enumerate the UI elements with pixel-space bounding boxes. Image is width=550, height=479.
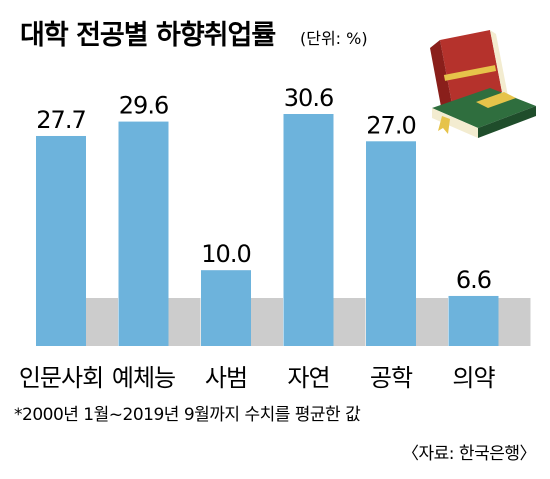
chart-unit: (단위: %) [300,29,368,48]
bar-5 [448,295,499,346]
category-label-2: 사범 [205,364,247,392]
category-label-0: 인문사회 [19,364,103,392]
source-credit: 〈자료: 한국은행〉 [402,444,536,464]
bar-4 [366,141,416,346]
bar-0 [36,135,86,346]
value-label-4: 27.0 [366,111,415,139]
category-label-3: 자연 [287,364,329,392]
bar-shadow [251,298,283,346]
red-book-band [443,65,497,81]
bookmark-ribbon [438,116,450,134]
bar-shadow [168,298,201,346]
green-book-label [476,92,516,108]
footnote: *2000년 1월~2019년 9월까지 수치를 평균한 값 [14,405,361,425]
chart-title: 대학 전공별 하향취업률 [20,20,275,51]
bar-shadow [416,298,448,346]
value-label-3: 30.6 [284,84,333,112]
value-label-2: 10.0 [201,240,250,268]
bar-shadow [498,298,531,346]
value-label-5: 6.6 [456,266,491,294]
bar-3 [283,114,334,346]
bar-1 [118,121,169,346]
category-label-4: 공학 [370,364,413,392]
red-book-pages [490,30,508,96]
value-label-1: 29.6 [119,92,168,120]
value-labels: 27.7 29.6 10.0 30.6 27.0 6.6 [36,84,492,294]
green-book-pages [432,108,478,138]
bar-shadow [86,298,118,346]
value-label-0: 27.7 [36,106,85,134]
category-label-1: 예체능 [112,364,175,392]
book-stack-icon [430,30,536,138]
red-book-spine [430,40,452,112]
green-book-side [478,106,536,138]
category-labels: 인문사회 예체능 사범 자연 공학 의약 [19,364,497,392]
bar-shadow [333,298,366,346]
red-book-cover [440,30,502,104]
category-label-5: 의약 [452,364,495,392]
chart-header: 대학 전공별 하향취업률 (단위: %) [20,20,368,51]
bars-layer [36,114,531,346]
bar-2 [201,270,251,346]
